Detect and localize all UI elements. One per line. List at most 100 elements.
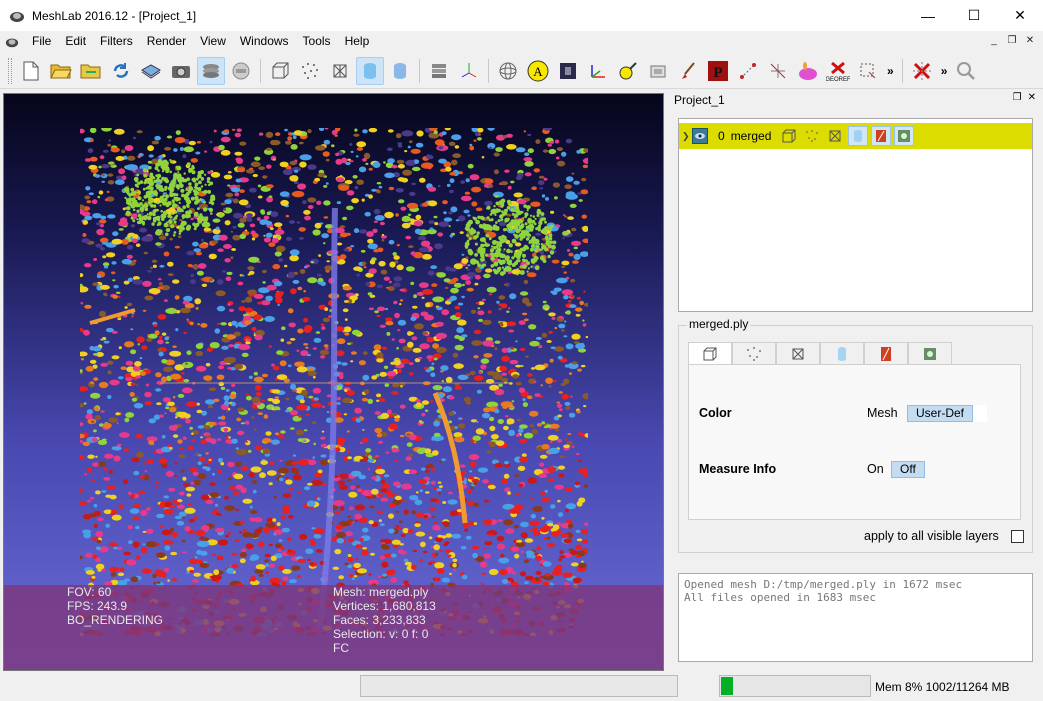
selection-readout: Selection: v: 0 f: 0 xyxy=(333,627,429,641)
svg-text:A: A xyxy=(533,64,543,79)
search-icon[interactable] xyxy=(952,57,980,85)
toolbar-overflow-button[interactable]: » xyxy=(940,63,948,78)
color-mesh-option[interactable]: Mesh xyxy=(867,406,898,420)
log-line: Opened mesh D:/tmp/merged.ply in 1672 ms… xyxy=(684,578,963,591)
delete-selection-icon[interactable] xyxy=(908,57,936,85)
memory-progress-bar xyxy=(719,675,871,697)
meshlab-logo-icon xyxy=(10,11,24,22)
vertices-readout: Vertices: 1,680,813 xyxy=(333,599,436,613)
bbox-toggle-icon[interactable] xyxy=(779,126,799,146)
3d-viewport[interactable]: FOV: 60 FPS: 243.9 BO_RENDERING Mesh: me… xyxy=(3,93,664,671)
toolbar-separator xyxy=(901,58,903,83)
title-bar: MeshLab 2016.12 - [Project_1] — ☐ ✕ xyxy=(0,0,1043,31)
visibility-eye-icon[interactable] xyxy=(692,128,708,144)
export-mesh-icon[interactable] xyxy=(137,57,165,85)
layer-list[interactable]: ❯ 0 merged xyxy=(678,118,1033,312)
pick-points-icon[interactable]: P xyxy=(704,57,732,85)
render-info-overlay: FOV: 60 FPS: 243.9 BO_RENDERING Mesh: me… xyxy=(4,585,663,670)
layer-name[interactable]: merged xyxy=(730,129,772,143)
menu-edit[interactable]: Edit xyxy=(65,34,87,48)
close-button[interactable]: ✕ xyxy=(1014,7,1026,23)
georef-icon[interactable]: GEOREF xyxy=(824,57,852,85)
trackball-icon[interactable] xyxy=(494,57,522,85)
new-project-icon[interactable] xyxy=(17,57,45,85)
reference-axis-icon[interactable] xyxy=(584,57,612,85)
texture-toggle-icon[interactable] xyxy=(871,126,892,146)
meshlab-menu-icon[interactable] xyxy=(5,35,19,49)
menu-tools[interactable]: Tools xyxy=(302,34,331,48)
raster-icon[interactable] xyxy=(554,57,582,85)
log-console[interactable]: Opened mesh D:/tmp/merged.ply in 1672 ms… xyxy=(678,573,1033,662)
measure-tool-icon[interactable] xyxy=(734,57,762,85)
open-project-icon[interactable] xyxy=(47,57,75,85)
axis-icon[interactable] xyxy=(455,57,483,85)
select-area-icon[interactable] xyxy=(854,57,882,85)
properties-group-title: merged.ply xyxy=(687,317,751,331)
bounding-box-icon[interactable] xyxy=(266,57,294,85)
paint-brush-icon[interactable] xyxy=(614,57,642,85)
toolbar-separator xyxy=(419,58,420,83)
faces-readout: Faces: 3,233,833 xyxy=(333,613,426,627)
menu-file[interactable]: File xyxy=(32,34,52,48)
menu-bar: File Edit Filters Render View Windows To… xyxy=(0,31,1043,52)
measure-on-option[interactable]: On xyxy=(867,462,884,476)
points-icon[interactable] xyxy=(296,57,324,85)
minimize-button[interactable]: — xyxy=(921,7,935,24)
toolbar-overflow-button[interactable]: » xyxy=(887,63,894,78)
menu-render[interactable]: Render xyxy=(146,34,187,48)
layer-row-merged[interactable]: ❯ 0 merged xyxy=(679,123,1032,149)
color-label: Color xyxy=(699,406,732,420)
flat-shading-icon[interactable] xyxy=(356,56,384,85)
tab-texture[interactable] xyxy=(864,342,908,364)
menu-help[interactable]: Help xyxy=(344,34,370,48)
tab-points[interactable] xyxy=(732,342,776,364)
layer-stack-icon[interactable] xyxy=(425,57,453,85)
expand-arrow-icon[interactable]: ❯ xyxy=(682,130,690,141)
mdi-minimize-button[interactable]: _ xyxy=(991,35,997,46)
toolbar-separator xyxy=(260,58,261,83)
toolbar-grip[interactable] xyxy=(8,57,12,84)
raster-layers-icon[interactable] xyxy=(227,57,255,85)
annotation-icon[interactable]: A xyxy=(524,57,552,85)
points-toggle-icon[interactable] xyxy=(802,126,822,146)
manipulator-icon[interactable] xyxy=(764,57,792,85)
point-cloud-render xyxy=(80,128,588,636)
memory-progress-fill xyxy=(721,677,733,695)
wireframe-icon[interactable] xyxy=(326,57,354,85)
tab-decorators[interactable] xyxy=(908,342,952,364)
mdi-restore-button[interactable]: ❐ xyxy=(1007,35,1017,46)
properties-tab-pane xyxy=(688,364,1021,520)
layers-panel-header: Project_1 ❐ ✕ xyxy=(669,91,1040,109)
tab-bbox[interactable] xyxy=(688,342,732,365)
camera-align-icon[interactable] xyxy=(644,57,672,85)
color-userdef-option[interactable]: User-Def xyxy=(907,405,974,422)
menu-windows[interactable]: Windows xyxy=(239,34,289,48)
menu-view[interactable]: View xyxy=(200,34,226,48)
panel-float-button[interactable]: ❐ xyxy=(1012,92,1022,103)
tab-wireframe[interactable] xyxy=(776,342,820,364)
layer-index: 0 xyxy=(718,129,725,143)
color-swatch[interactable] xyxy=(973,405,987,422)
bunny-selection-icon[interactable] xyxy=(794,57,822,85)
properties-group xyxy=(678,325,1033,553)
panel-close-button[interactable]: ✕ xyxy=(1027,92,1036,103)
mesh-stats: Mesh: merged.ply Vertices: 1,680,813 Fac… xyxy=(333,585,436,655)
tab-fill[interactable] xyxy=(820,342,864,364)
smooth-shading-icon[interactable] xyxy=(386,57,414,85)
paint-icon[interactable] xyxy=(674,57,702,85)
reload-icon[interactable] xyxy=(107,57,135,85)
mdi-close-button[interactable]: ✕ xyxy=(1025,35,1035,46)
svg-text:GEOREF: GEOREF xyxy=(826,77,850,82)
decorators-toggle-icon[interactable] xyxy=(894,126,915,146)
snapshot-icon[interactable] xyxy=(167,57,195,85)
show-layers-icon[interactable] xyxy=(197,56,225,85)
maximize-button[interactable]: ☐ xyxy=(967,7,981,23)
import-mesh-icon[interactable] xyxy=(77,57,105,85)
menu-filters[interactable]: Filters xyxy=(100,34,133,48)
apply-all-label: apply to all visible layers xyxy=(864,529,999,543)
apply-all-checkbox[interactable] xyxy=(1010,529,1024,543)
fps-readout: FPS: 243.9 xyxy=(67,599,128,613)
fill-toggle-icon[interactable] xyxy=(848,126,869,146)
measure-off-option[interactable]: Off xyxy=(891,461,925,478)
wire-toggle-icon[interactable] xyxy=(825,126,845,146)
